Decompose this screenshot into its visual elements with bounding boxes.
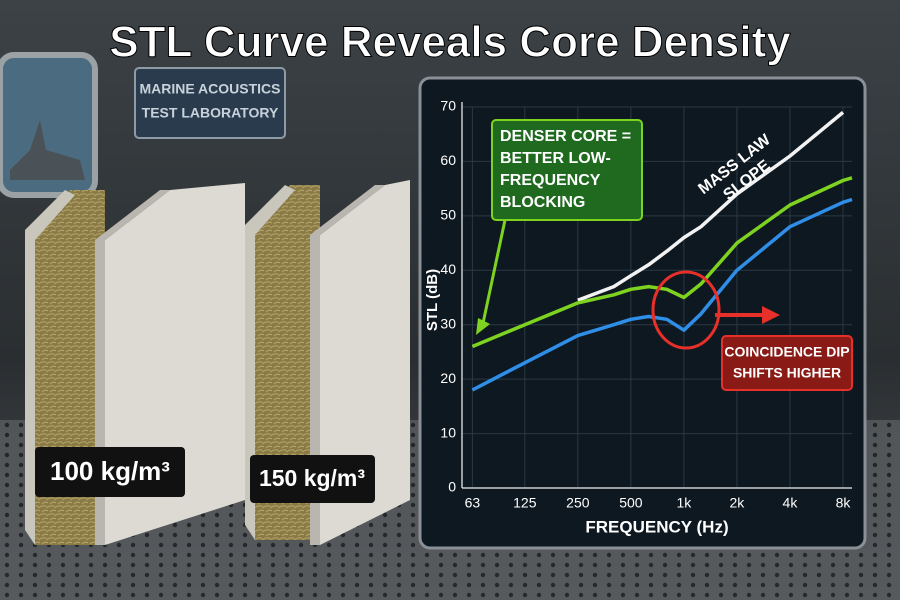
y-tick-label: 10 xyxy=(440,424,456,440)
x-tick-label: 4k xyxy=(783,495,799,511)
panel-core xyxy=(255,185,320,540)
annotation-arrowhead xyxy=(476,318,490,335)
panel-face xyxy=(25,190,75,545)
annotation-arrowhead xyxy=(762,306,780,324)
density-label: 150 kg/m³ xyxy=(259,465,365,491)
density-label-box xyxy=(35,447,185,497)
x-tick-label: 2k xyxy=(730,495,746,511)
annotation-text: FREQUENCY xyxy=(500,172,601,189)
title: STL Curve Reveals Core Density xyxy=(109,18,791,67)
lab-sign xyxy=(134,67,286,139)
annotation-text: BLOCKING xyxy=(500,194,585,211)
y-axis-title: STL (dB) xyxy=(424,269,441,331)
annotation-box xyxy=(491,119,643,221)
x-tick-label: 125 xyxy=(513,495,537,511)
y-tick-label: 0 xyxy=(448,479,456,495)
y-tick-label: 50 xyxy=(440,207,456,223)
ship xyxy=(10,120,85,180)
dip-circle xyxy=(651,270,721,350)
x-tick-label: 500 xyxy=(619,495,643,511)
panel-face xyxy=(320,180,410,545)
annotation-text: BETTER LOW- xyxy=(500,150,611,167)
annotation-text: SHIFTS HIGHER xyxy=(733,365,841,381)
x-tick-label: 8k xyxy=(836,495,852,511)
annotation-box xyxy=(721,335,853,391)
annotation-arrow xyxy=(480,219,507,329)
y-tick-label: 40 xyxy=(440,261,456,277)
series-line xyxy=(577,111,845,302)
density-label-box xyxy=(250,455,375,503)
panel-edge xyxy=(310,185,385,545)
series-line xyxy=(471,197,853,392)
series-line xyxy=(471,176,853,349)
panel-face xyxy=(245,185,295,540)
x-axis-title: FREQUENCY (Hz) xyxy=(585,517,728,536)
annotation-text: COINCIDENCE DIP xyxy=(724,344,849,360)
lab-sign-text: TEST LABORATORY xyxy=(142,105,279,121)
panel-edge xyxy=(95,190,170,545)
y-tick-label: 20 xyxy=(440,370,456,386)
y-tick-label: 30 xyxy=(440,315,456,331)
lab-sign-text: MARINE ACOUSTICS xyxy=(139,81,280,97)
y-tick-label: 60 xyxy=(440,152,456,168)
x-tick-label: 63 xyxy=(465,495,481,511)
y-tick-label: 70 xyxy=(440,98,456,114)
chart: 0 10 20 30 40 50 60 70 63 125 250 500 1k 2k 4k 8k FREQUE… xyxy=(424,98,853,536)
x-tick-label: 250 xyxy=(566,495,590,511)
x-tick-label: 1k xyxy=(677,495,693,511)
density-label: 100 kg/m³ xyxy=(50,456,170,486)
annotation-text: DENSER CORE = xyxy=(500,128,631,145)
